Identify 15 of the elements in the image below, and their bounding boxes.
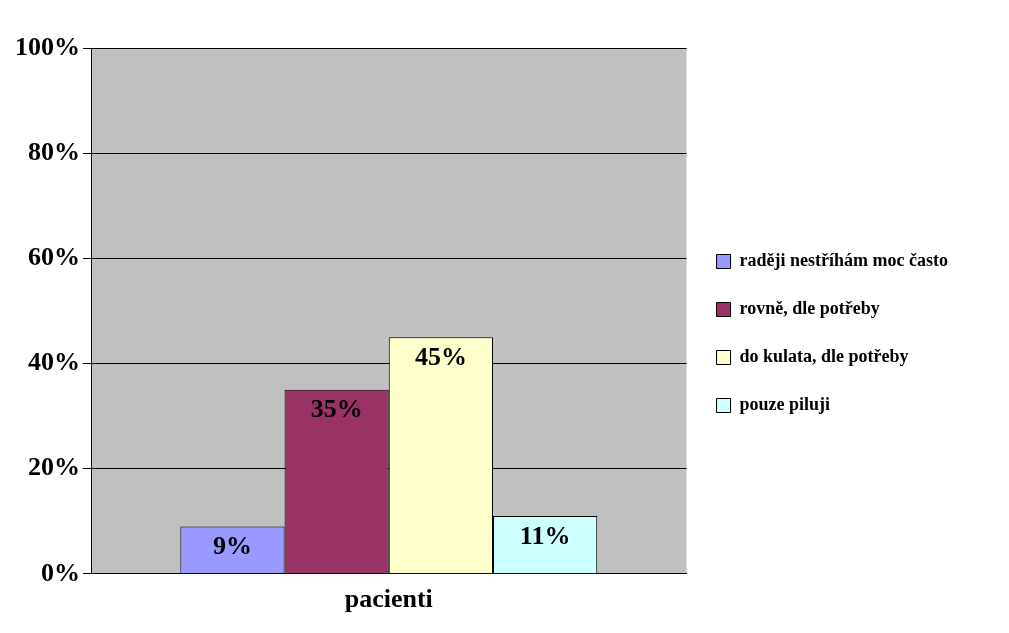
y-tick-label: 0% — [41, 557, 80, 587]
data-label: 45% — [414, 341, 467, 371]
y-tick-label: 40% — [28, 347, 80, 377]
data-label: 11% — [519, 520, 571, 550]
y-tick-label: 60% — [28, 242, 80, 272]
y-tick-label: 80% — [28, 136, 80, 166]
data-label: 9% — [212, 531, 252, 561]
legend-label: do kulata, dle potřeby — [739, 346, 909, 367]
legend-label: rovně, dle potřeby — [739, 298, 880, 319]
legend-label: pouze piluji — [739, 394, 831, 415]
x-tick-label: pacienti — [344, 584, 433, 614]
data-label: 35% — [310, 394, 363, 424]
y-tick-label: 20% — [28, 452, 80, 482]
legend-label: raději nestříhám moc často — [739, 250, 948, 271]
y-tick-label: 100% — [15, 31, 80, 61]
